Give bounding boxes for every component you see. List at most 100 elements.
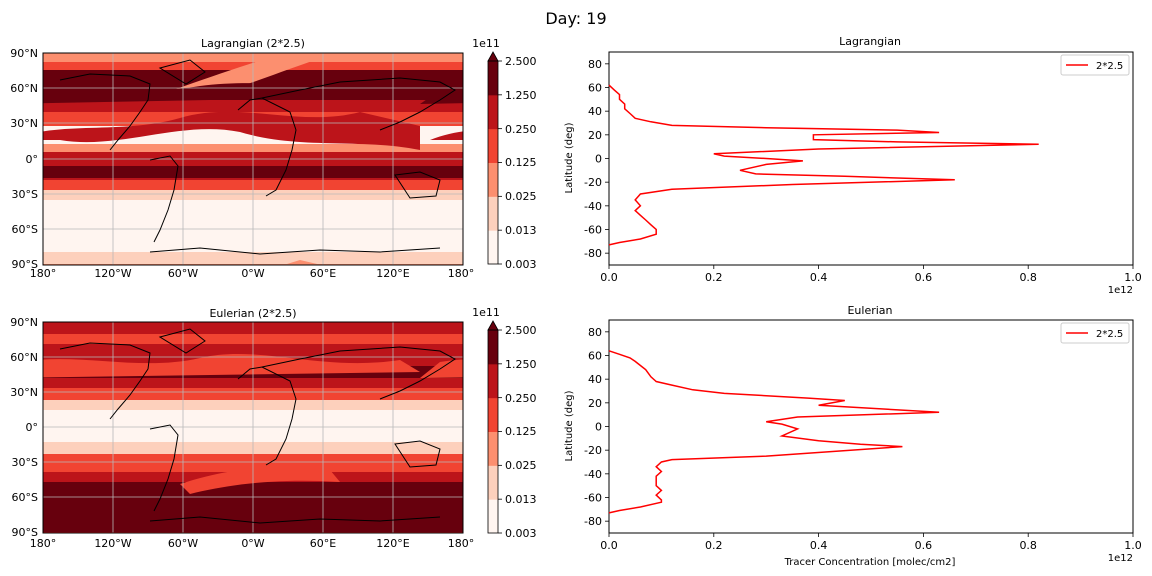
profile-panel-eulerian: Eulerian 0.0 0.2 0.4 0.6 0.8 1.0 80 60 40 20 0 -20 -… <box>564 304 1142 568</box>
lon-tick: 0°W <box>241 267 264 280</box>
colorbar-tick-label: 0.125 <box>505 425 537 438</box>
coastline-lagrangian <box>59 59 456 255</box>
lat-ticks-eulerian: 90°N 60°N 30°N 0° 30°S 60°S 90°S <box>10 316 38 539</box>
y-tick-label: 60 <box>588 350 602 363</box>
y-tick-label: -60 <box>584 492 602 505</box>
lon-tick: 120°W <box>94 537 131 550</box>
x-tick-label: 0.8 <box>1019 271 1037 284</box>
lat-tick: 60°S <box>12 491 38 504</box>
y-tick-label: 20 <box>588 129 602 142</box>
lon-tick: 0°W <box>241 537 264 550</box>
colorbar-tick-label: 0.003 <box>505 258 537 271</box>
lat-tick: 90°S <box>12 526 38 539</box>
y-tick-label: 0 <box>595 421 602 434</box>
colorbar-top: 1e11 2.500 1.250 0.250 0.125 0.025 0.013… <box>472 37 536 271</box>
lat-tick: 30°N <box>10 117 38 130</box>
colorbar-tick-label: 1.250 <box>505 89 537 102</box>
x-tick-label: 0.4 <box>810 271 828 284</box>
colorbar-tick-label: 0.250 <box>505 123 537 136</box>
profile-frame-lagrangian <box>608 51 1134 266</box>
lat-tick: 60°S <box>12 223 38 236</box>
profile-x-exponent-eulerian: 1e12 <box>1108 553 1133 564</box>
colorbar-tick-label: 2.500 <box>505 55 537 68</box>
lon-tick: 180° <box>30 267 57 280</box>
lon-tick: 120°E <box>376 267 409 280</box>
lat-tick: 30°S <box>12 456 38 469</box>
lat-tick: 90°S <box>12 258 38 271</box>
legend-lagrangian: 2*2.5 <box>1060 54 1130 76</box>
y-tick-label: 40 <box>588 373 602 386</box>
x-tick-label: 0.2 <box>705 271 723 284</box>
lat-tick: 30°N <box>10 386 38 399</box>
map-frame-eulerian <box>42 321 464 534</box>
colorbar-segment <box>488 162 498 197</box>
x-tick-label: 0.6 <box>915 271 933 284</box>
figure-suptitle: Day: 19 <box>545 9 606 28</box>
y-tick-label: 80 <box>588 58 602 71</box>
map-panel-lagrangian: Lagrangian (2*2.5) 180° 120°W 60°W 0°W 6… <box>10 37 474 280</box>
x-tick-label: 1.0 <box>1124 539 1142 552</box>
colorbar-exponent: 1e11 <box>472 37 500 50</box>
lon-tick: 180° <box>448 267 475 280</box>
colorbar-segment <box>488 61 498 96</box>
colorbar-tick-label: 0.250 <box>505 392 537 405</box>
lat-tick: 90°N <box>10 316 38 329</box>
colorbar-exponent: 1e11 <box>472 306 500 319</box>
lat-ticks-lagrangian: 90°N 60°N 30°N 0° 30°S 60°S 90°S <box>10 47 38 271</box>
colorbar-segment <box>488 431 498 466</box>
colorbar-extension-arrow <box>487 320 499 331</box>
map-gridlines-eulerian <box>43 322 463 533</box>
colorbar-segment <box>488 330 498 365</box>
lon-tick: 180° <box>448 537 475 550</box>
coastline-eulerian <box>59 328 456 524</box>
colorbar-segment <box>488 128 498 163</box>
profile-title-lagrangian: Lagrangian <box>839 35 901 48</box>
legend-entry-label: 2*2.5 <box>1096 61 1123 72</box>
colorbar-tick-label: 0.003 <box>505 527 537 540</box>
y-tick-label: 80 <box>588 326 602 339</box>
legend-eulerian: 2*2.5 <box>1060 322 1130 344</box>
colorbar-extension-arrow <box>487 51 499 62</box>
x-tick-label: 0.2 <box>705 539 723 552</box>
y-tick-label: 20 <box>588 397 602 410</box>
profile-series-line <box>608 350 940 514</box>
x-tick-label: 0.0 <box>600 271 618 284</box>
profile-ylabel-eulerian: Latitude (deg) <box>564 390 575 461</box>
y-tick-label: -60 <box>584 224 602 237</box>
lon-ticks-lagrangian: 180° 120°W 60°W 0°W 60°E 120°E 180° <box>30 267 475 280</box>
x-tick-label: 0.6 <box>915 539 933 552</box>
profile-x-exponent-lagrangian: 1e12 <box>1108 285 1133 296</box>
lon-tick: 120°W <box>94 267 131 280</box>
map-panel-eulerian: Eulerian (2*2.5) 180° 120°W 60°W 0°W 60°… <box>10 307 474 550</box>
x-tick-label: 0.4 <box>810 539 828 552</box>
colorbar-segment <box>488 499 498 534</box>
colorbar-tick-label: 2.500 <box>505 324 537 337</box>
profile-xlabel-eulerian: Tracer Concentration [molec/cm2] <box>784 557 956 568</box>
lon-tick: 60°E <box>310 537 336 550</box>
lat-tick: 0° <box>26 421 39 434</box>
colorbar-segment <box>488 230 498 265</box>
lat-tick: 30°S <box>12 188 38 201</box>
colorbar-tick-label: 1.250 <box>505 358 537 371</box>
colorbar-tick-label: 0.025 <box>505 190 537 203</box>
y-tick-label: 40 <box>588 105 602 118</box>
x-tick-label: 1.0 <box>1124 271 1142 284</box>
x-tick-label: 0.0 <box>600 539 618 552</box>
lat-tick: 0° <box>26 153 39 166</box>
lon-ticks-eulerian: 180° 120°W 60°W 0°W 60°E 120°E 180° <box>30 537 475 550</box>
colorbar-segment <box>488 397 498 432</box>
colorbar-tick-label: 0.013 <box>505 224 537 237</box>
map-title-eulerian: Eulerian (2*2.5) <box>209 307 296 320</box>
profile-title-eulerian: Eulerian <box>847 304 892 317</box>
lat-tick: 60°N <box>10 351 38 364</box>
map-frame-lagrangian <box>42 52 464 266</box>
y-tick-label: -80 <box>584 515 602 528</box>
lat-tick: 90°N <box>10 47 38 60</box>
lon-tick: 180° <box>30 537 57 550</box>
colorbar-tick-label: 0.025 <box>505 459 537 472</box>
legend-entry-label: 2*2.5 <box>1096 329 1123 340</box>
lon-tick: 60°W <box>168 267 198 280</box>
lon-tick: 120°E <box>376 537 409 550</box>
profile-frame-eulerian <box>608 319 1134 534</box>
y-tick-label: 0 <box>595 153 602 166</box>
